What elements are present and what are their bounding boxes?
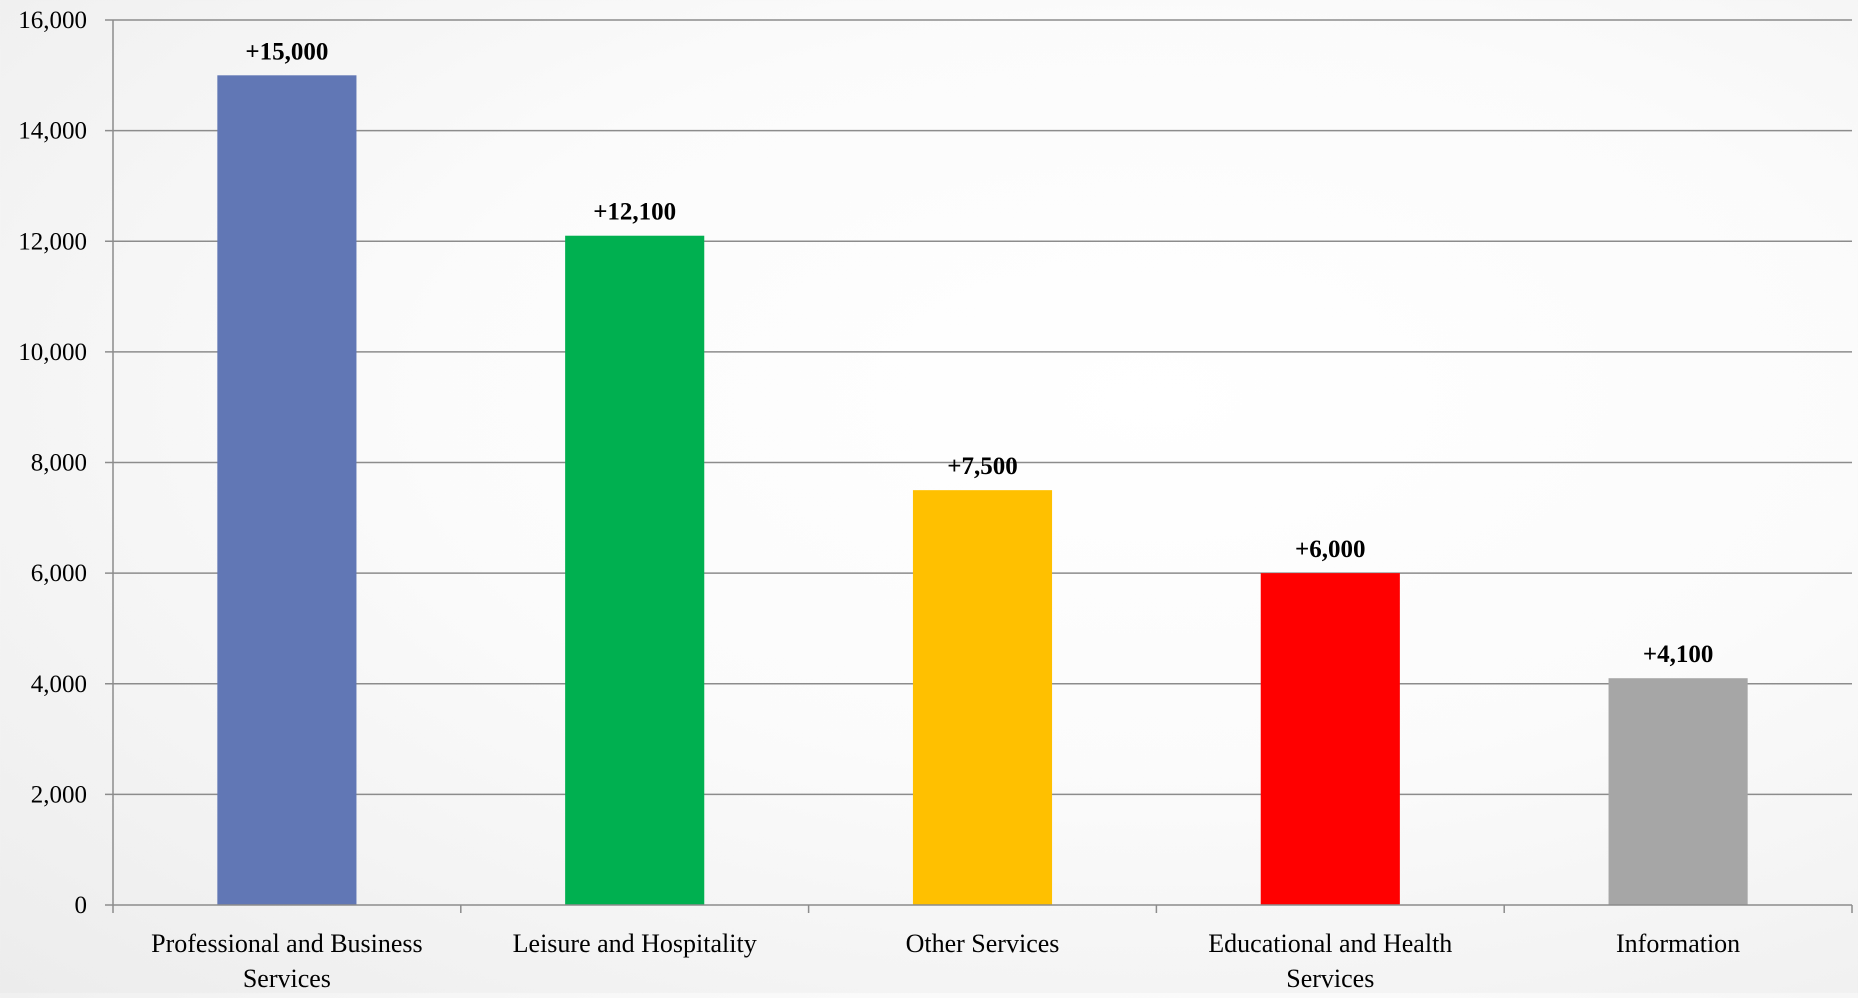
y-tick-label: 2,000: [31, 781, 87, 808]
x-category-label: Other Services: [906, 929, 1060, 958]
x-category-label: Leisure and Hospitality: [513, 929, 757, 958]
x-category-label: Professional and Business Services: [151, 929, 423, 993]
x-category-label-line: Professional and Business: [151, 929, 423, 958]
data-label: +15,000: [245, 38, 328, 65]
x-category-label-line: Services: [1286, 964, 1374, 993]
bars: [217, 75, 1748, 905]
y-tick-label: 8,000: [31, 450, 87, 477]
y-tick-label: 0: [75, 892, 88, 919]
x-category-label-line: Leisure and Hospitality: [513, 929, 757, 958]
data-label: +4,100: [1643, 641, 1714, 668]
x-category-label: Educational and Health Services: [1208, 929, 1452, 993]
y-tick-label: 16,000: [18, 7, 87, 34]
y-tick-label: 10,000: [18, 339, 87, 366]
x-category-label-line: Educational and Health: [1208, 929, 1452, 958]
data-label: +7,500: [947, 453, 1018, 480]
x-category-label-line: Other Services: [906, 929, 1060, 958]
y-tick-label: 6,000: [31, 560, 87, 587]
y-tick-label: 4,000: [31, 671, 87, 698]
bar: [912, 490, 1053, 905]
x-category-label-line: Information: [1616, 929, 1740, 958]
bar: [1608, 678, 1748, 905]
y-tick-label: 14,000: [18, 118, 87, 145]
labels: 0 2,000 4,000 6,000 8,000 10,000 12,000 14,000 1…: [18, 7, 1740, 993]
y-tick-label: 12,000: [18, 228, 87, 255]
data-label: +12,100: [593, 199, 676, 226]
axes: [105, 19, 1853, 913]
x-category-label-line: Services: [243, 964, 331, 993]
bar: [1260, 573, 1400, 905]
bar: [217, 75, 357, 905]
bar: [565, 235, 705, 905]
data-label: +6,000: [1295, 536, 1366, 563]
x-category-label: Information: [1616, 929, 1740, 958]
